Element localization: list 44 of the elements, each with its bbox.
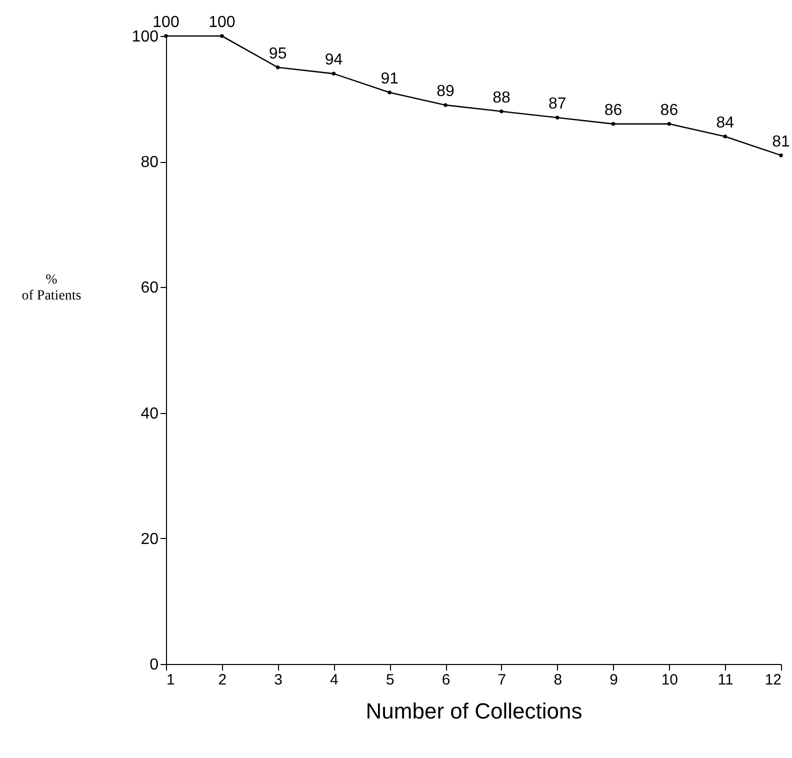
data-label: 84 <box>716 114 734 132</box>
x-tick-label: 2 <box>218 672 227 688</box>
x-tick-label: 9 <box>610 672 618 688</box>
data-label: 100 <box>152 14 180 31</box>
data-label: 94 <box>324 52 343 69</box>
data-label: 89 <box>436 83 455 100</box>
point <box>555 116 560 120</box>
y-tick-label: 100 <box>132 28 159 46</box>
point <box>667 122 672 126</box>
data-label: 88 <box>492 89 510 106</box>
data-label: 95 <box>268 45 287 62</box>
x-tick-label: 1 <box>166 672 175 688</box>
x-tick-label: 10 <box>661 672 678 688</box>
x-tick-label: 8 <box>554 672 562 688</box>
x-tick-label: 7 <box>498 672 506 688</box>
data-label: 81 <box>772 133 790 150</box>
y-tick-label: 60 <box>140 280 159 297</box>
y-tick-label: 0 <box>150 656 159 674</box>
point <box>220 34 224 38</box>
x-tick-label: 5 <box>386 672 394 688</box>
x-tick-label: 4 <box>330 672 338 688</box>
x-tick-label: 12 <box>764 672 782 688</box>
y-axis-title: % of Patients <box>22 272 82 304</box>
point <box>611 122 616 126</box>
point <box>779 153 783 158</box>
data-label: 86 <box>604 102 622 119</box>
data-label: 91 <box>380 70 399 88</box>
data-label: 100 <box>208 14 236 31</box>
y-tick-label: 80 <box>140 154 159 172</box>
data-label: 86 <box>660 102 678 119</box>
point <box>444 103 448 107</box>
point <box>723 134 727 138</box>
point <box>500 109 504 114</box>
y-tick-label: 20 <box>140 530 159 548</box>
x-tick-label: 11 <box>718 672 734 688</box>
x-tick-label: 6 <box>442 672 450 688</box>
data-label: 87 <box>548 96 566 113</box>
point <box>332 72 336 76</box>
y-tick-label: 40 <box>140 405 159 422</box>
point <box>276 66 280 70</box>
x-tick-label: 3 <box>274 672 282 688</box>
x-axis-title: Number of Collections <box>366 698 582 724</box>
point <box>388 90 392 94</box>
point <box>164 34 168 38</box>
